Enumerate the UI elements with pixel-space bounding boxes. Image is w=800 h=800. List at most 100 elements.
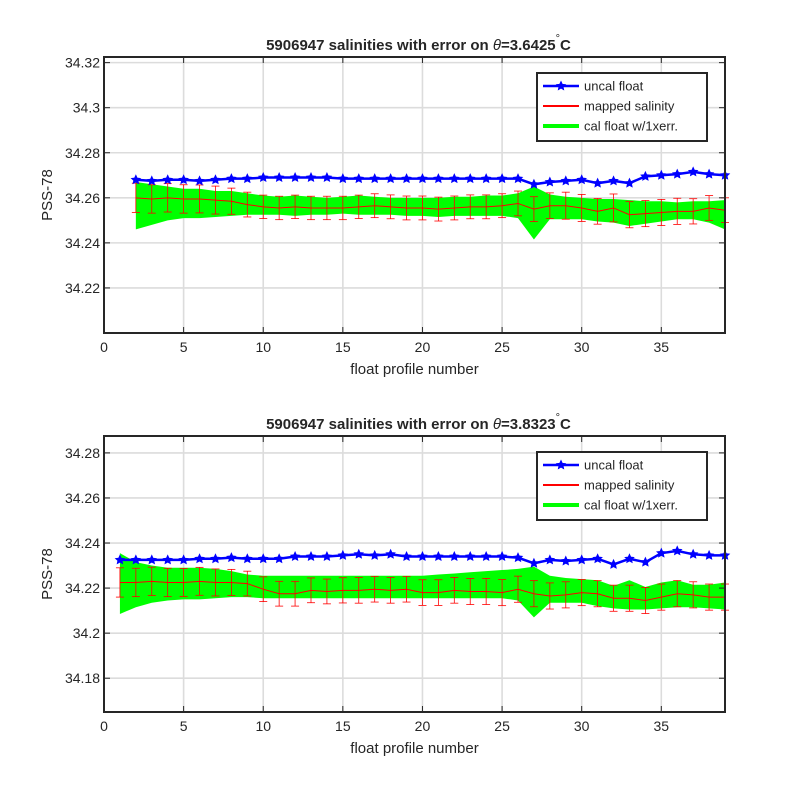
y-tick-label: 34.28 <box>65 145 100 161</box>
title-theta: θ <box>493 416 501 433</box>
error-bar <box>195 566 204 596</box>
error-bar <box>370 193 379 219</box>
uncal-float-point <box>337 549 349 560</box>
mapped-salinity-line <box>135 197 726 216</box>
legend-marker <box>555 459 567 470</box>
uncal-float-point <box>146 554 158 565</box>
x-tick-label: 10 <box>255 718 271 734</box>
error-bar <box>657 198 666 226</box>
error-bar <box>243 191 252 218</box>
x-tick-label: 20 <box>415 339 431 355</box>
uncal-float-point <box>178 174 189 185</box>
uncal-float-point <box>544 176 556 187</box>
error-bar <box>657 583 666 611</box>
error-bar <box>418 195 427 221</box>
x-axis-label: float profile number <box>350 361 478 378</box>
error-bar <box>673 197 682 225</box>
error-bar <box>243 570 252 597</box>
error-bar <box>179 568 188 597</box>
uncal-float-point <box>321 171 333 183</box>
y-tick-label: 34.28 <box>65 445 100 461</box>
uncal-float-point <box>640 556 651 567</box>
uncal-float-point <box>464 550 476 562</box>
error-bar <box>115 567 124 598</box>
legend-label: cal float w/1xerr. <box>584 498 678 513</box>
uncal-float-point <box>321 550 333 562</box>
y-tick-label: 34.32 <box>65 55 100 71</box>
error-bar <box>609 584 618 612</box>
x-tick-label: 0 <box>100 718 108 734</box>
x-tick-label: 10 <box>255 339 271 355</box>
error-bar <box>609 193 618 223</box>
error-bar <box>275 195 284 221</box>
title-unit: C <box>560 416 571 433</box>
error-bar <box>259 194 268 219</box>
error-bar <box>307 195 315 221</box>
error-bar <box>466 194 475 220</box>
error-bar <box>514 190 522 217</box>
uncal-float-point <box>624 553 635 564</box>
error-bar <box>514 575 522 603</box>
uncal-float-point <box>449 173 460 184</box>
legend-item-cal-float: cal float w/1xerr. <box>543 498 678 513</box>
uncal-float-point <box>289 171 301 183</box>
uncal-float-point <box>640 170 651 181</box>
uncal-float-point <box>194 175 205 186</box>
uncal-float-point <box>257 171 269 183</box>
error-bar <box>625 201 634 229</box>
uncal-float-series <box>114 545 731 569</box>
legend-label: mapped salinity <box>584 99 675 114</box>
uncal-float-point <box>385 173 396 184</box>
x-tick-label: 0 <box>100 339 108 355</box>
x-tick-label: 35 <box>654 339 670 355</box>
error-bar <box>338 577 347 604</box>
legend-item-cal-float: cal float w/1xerr. <box>543 119 678 134</box>
uncal-float-point <box>242 173 253 184</box>
title-theta: θ <box>493 37 501 54</box>
y-axis-label: PSS-78 <box>39 548 56 600</box>
error-bar <box>386 194 395 220</box>
uncal-float-point <box>401 173 412 184</box>
legend-item-mapped-salinity: mapped salinity <box>543 478 675 493</box>
title-prefix: 5906947 salinities with error on <box>266 37 493 54</box>
uncal-float-point <box>433 550 444 562</box>
uncal-float-point <box>624 177 635 188</box>
error-bar <box>545 192 554 219</box>
axes-box <box>103 56 726 334</box>
uncal-float-point <box>369 549 380 560</box>
error-bar <box>529 196 538 222</box>
y-tick-label: 34.26 <box>65 490 100 506</box>
y-axis-label: PSS-78 <box>39 169 56 221</box>
error-bar <box>577 579 586 607</box>
error-bar <box>673 580 682 608</box>
error-bar <box>338 195 347 221</box>
error-bar <box>450 577 459 604</box>
error-bar <box>545 582 554 610</box>
uncal-float-point <box>560 555 572 566</box>
y-tick-label: 34.3 <box>73 100 100 116</box>
uncal-float-point <box>480 173 492 184</box>
y-tick-label: 34.24 <box>65 235 100 251</box>
uncal-float-point <box>178 554 189 565</box>
uncal-float-point <box>608 175 619 186</box>
error-bar <box>689 198 698 225</box>
error-bar <box>498 193 507 219</box>
uncal-float-point <box>226 552 237 563</box>
error-bar <box>593 580 602 608</box>
uncal-float-point <box>194 553 205 564</box>
uncal-float-point <box>146 175 158 186</box>
bottom-salinity-chart: 0 5 10 15 20 25 30 35 34.18 34.2 34.22 34.24 34.26 34… <box>39 412 731 757</box>
uncal-float-point <box>273 553 285 564</box>
error-bar <box>211 568 220 597</box>
error-bar <box>641 200 650 228</box>
top-salinity-chart: 0 5 10 15 20 25 30 35 34.22 34.24 34.26 34.28 34.3 34… <box>39 33 731 378</box>
uncal-float-point <box>703 549 715 560</box>
uncal-float-point <box>671 545 683 556</box>
y-tick-label: 34.18 <box>65 670 100 686</box>
y-tick-label: 34.26 <box>65 190 100 206</box>
uncal-float-point <box>162 174 173 185</box>
uncal-float-point <box>671 168 683 179</box>
uncal-float-point <box>687 548 699 559</box>
uncal-float-point <box>608 558 619 569</box>
